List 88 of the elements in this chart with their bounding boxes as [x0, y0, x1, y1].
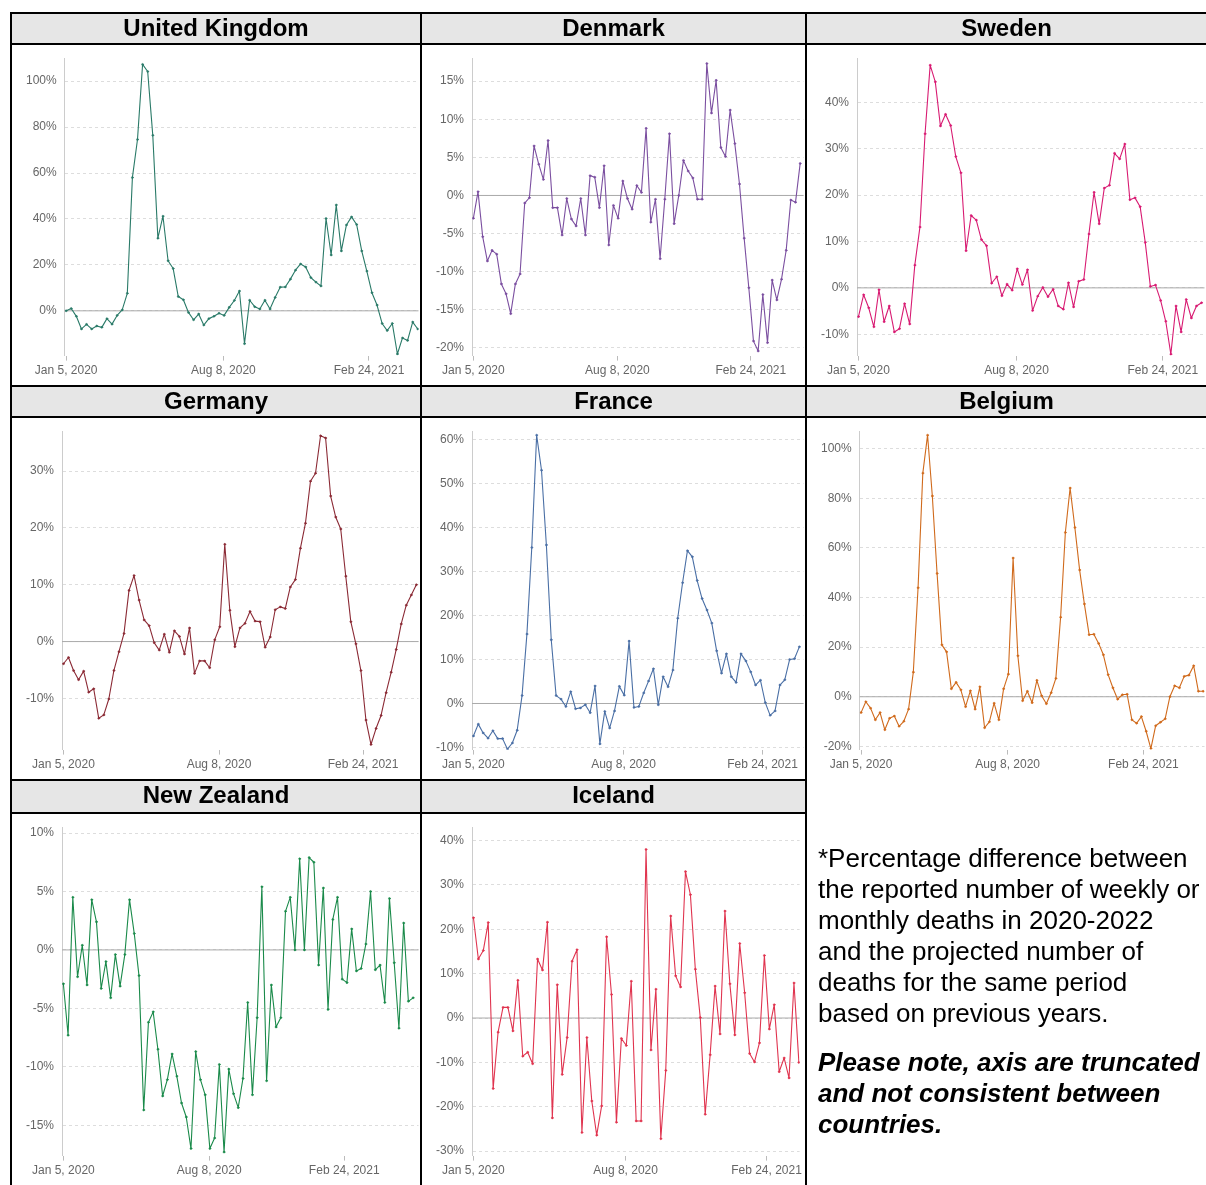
y-tick-label: 80%	[827, 490, 853, 505]
y-tick-label: 0%	[446, 1010, 465, 1025]
x-tick-label: Jan 5, 2020	[32, 1163, 96, 1178]
x-tick-label: Jan 5, 2020	[34, 363, 98, 378]
x-tick-label: Feb 24, 2021	[1108, 757, 1180, 772]
y-tick-label: 10%	[439, 111, 465, 126]
x-tick-label: Aug 8, 2020	[585, 363, 651, 378]
y-tick-label: 100%	[25, 73, 58, 88]
x-tick-label: Feb 24, 2021	[333, 363, 405, 378]
y-tick-label: -20%	[823, 738, 853, 753]
y-tick-label: 30%	[29, 463, 55, 478]
x-tick-label: Aug 8, 2020	[593, 1163, 659, 1178]
y-tick-label: 30%	[439, 564, 465, 579]
x-tick-label: Aug 8, 2020	[191, 363, 257, 378]
chart-title: New Zealand	[10, 779, 422, 814]
x-tick-label: Jan 5, 2020	[442, 757, 506, 772]
y-tick-label: 20%	[439, 607, 465, 622]
chart-title: Germany	[10, 385, 422, 418]
y-tick-label: 20%	[32, 257, 58, 272]
y-tick-label: -10%	[436, 264, 465, 279]
x-tick-label: Aug 8, 2020	[984, 363, 1050, 378]
x-tick-label: Aug 8, 2020	[176, 1163, 242, 1178]
x-tick-label: Jan 5, 2020	[442, 1163, 506, 1178]
y-tick-label: 0%	[36, 942, 55, 957]
x-tick-label: Feb 24, 2021	[731, 1163, 803, 1178]
x-tick-label: Aug 8, 2020	[186, 757, 252, 772]
y-tick-label: -15%	[26, 1117, 55, 1132]
y-tick-label: 20%	[439, 921, 465, 936]
y-tick-label: 40%	[824, 94, 850, 109]
x-tick-label: Feb 24, 2021	[1127, 363, 1199, 378]
y-tick-label: 15%	[439, 73, 465, 88]
chart-title: Sweden	[805, 12, 1206, 45]
y-tick-label: 5%	[446, 149, 465, 164]
y-tick-label: 10%	[439, 651, 465, 666]
y-tick-label: -5%	[442, 225, 465, 240]
y-tick-label: 0%	[39, 303, 58, 318]
chart-title: France	[420, 385, 807, 418]
y-tick-label: 40%	[439, 520, 465, 535]
y-tick-label: 30%	[439, 877, 465, 892]
y-tick-label: 40%	[32, 211, 58, 226]
y-tick-label: -10%	[436, 1054, 465, 1069]
y-tick-label: -15%	[436, 302, 465, 317]
y-tick-label: 0%	[834, 689, 853, 704]
y-tick-label: -10%	[26, 1059, 55, 1074]
x-tick-label: Feb 24, 2021	[327, 757, 399, 772]
y-tick-label: 100%	[820, 440, 853, 455]
x-tick-label: Feb 24, 2021	[308, 1163, 380, 1178]
y-tick-label: 20%	[827, 639, 853, 654]
y-tick-label: 20%	[824, 187, 850, 202]
x-tick-label: Jan 5, 2020	[441, 363, 506, 378]
y-tick-label: 60%	[827, 540, 853, 555]
y-tick-label: 80%	[32, 119, 58, 134]
y-tick-label: 0%	[446, 695, 465, 710]
text: *Percentage difference between the reported number of weekly or monthly deaths in 2020-2022 and the projected number of deaths for the same period based on previous years.	[818, 843, 1201, 1029]
y-tick-label: 30%	[824, 140, 850, 155]
chart-title: Denmark	[420, 12, 807, 45]
y-tick-label: 60%	[439, 432, 465, 447]
chart-title: Iceland	[420, 779, 807, 814]
y-tick-label: 60%	[32, 165, 58, 180]
x-tick-label: Aug 8, 2020	[975, 757, 1041, 772]
text: Please note, axis are truncated and not consistent between countries.	[818, 1047, 1201, 1140]
y-tick-label: 0%	[36, 633, 55, 648]
y-tick-label: -10%	[26, 690, 55, 705]
y-tick-label: 40%	[439, 832, 465, 847]
x-tick-label: Jan 5, 2020	[829, 757, 893, 772]
y-tick-label: -5%	[32, 1000, 55, 1015]
y-tick-label: -10%	[436, 739, 465, 754]
x-tick-label: Aug 8, 2020	[591, 757, 657, 772]
y-tick-label: 10%	[29, 577, 55, 592]
y-tick-label: 5%	[36, 883, 55, 898]
chart-title: United Kingdom	[10, 12, 422, 45]
x-tick-label: Feb 24, 2021	[715, 363, 787, 378]
y-tick-label: 50%	[439, 476, 465, 491]
x-tick-label: Jan 5, 2020	[32, 757, 96, 772]
y-tick-label: -30%	[436, 1143, 465, 1158]
x-tick-label: Feb 24, 2021	[727, 757, 799, 772]
x-tick-label: Jan 5, 2020	[827, 363, 891, 378]
y-tick-label: 20%	[29, 520, 55, 535]
y-tick-label: 0%	[446, 187, 465, 202]
y-tick-label: 0%	[831, 280, 850, 295]
y-tick-label: -20%	[436, 340, 465, 355]
y-tick-label: 10%	[439, 965, 465, 980]
y-tick-label: 10%	[29, 825, 55, 840]
y-tick-label: 40%	[827, 589, 853, 604]
chart-title: Belgium	[805, 385, 1206, 418]
y-tick-label: 10%	[824, 233, 850, 248]
y-tick-label: -20%	[436, 1099, 465, 1114]
y-tick-label: -10%	[821, 326, 850, 341]
